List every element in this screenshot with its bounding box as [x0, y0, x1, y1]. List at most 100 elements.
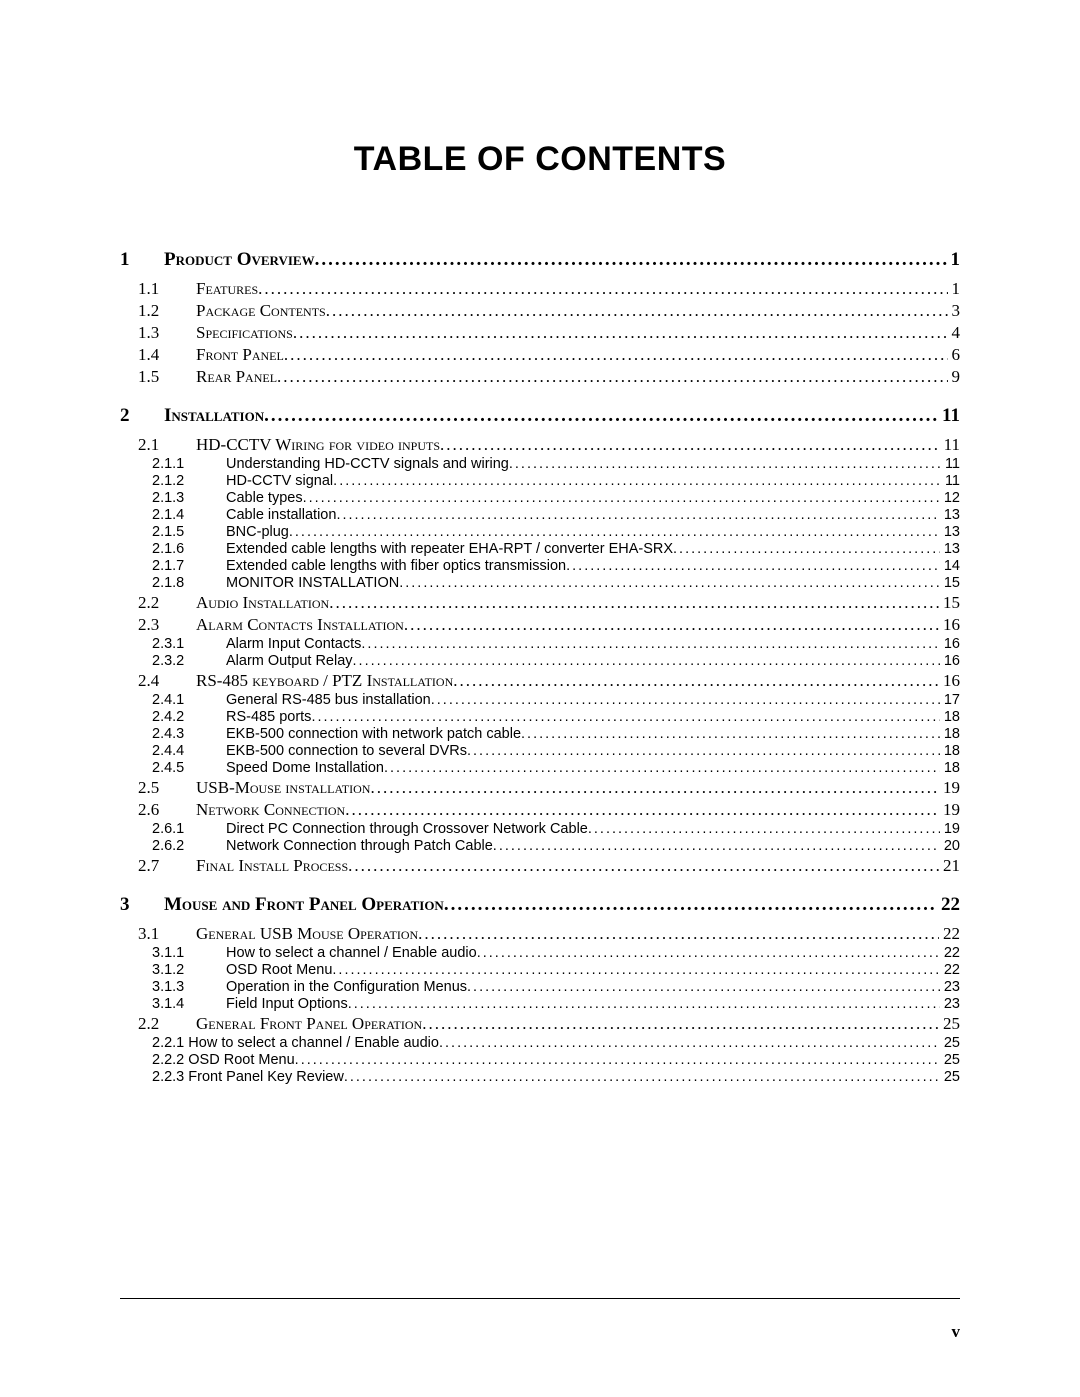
toc-entry-number: 1.2: [120, 301, 196, 321]
toc-entry-number: 2.6.2: [120, 838, 226, 854]
toc-entry-page: 6: [948, 345, 961, 365]
toc-leader: [521, 726, 940, 742]
toc-entry: 2.4RS-485 keyboard / PTZ Installation 16: [120, 671, 960, 691]
toc-entry-number: 3.1.1: [120, 945, 226, 961]
toc-leader: [431, 692, 940, 708]
toc-leader: [444, 894, 937, 916]
toc-entry: 2.4.4EKB-500 connection to several DVRs …: [120, 743, 960, 759]
toc-leader: [493, 838, 940, 854]
toc-entry-number: 2.6: [120, 800, 196, 820]
toc-entry-page: 4: [948, 323, 961, 343]
toc-entry: 1.4Front Panel 6: [120, 345, 960, 365]
page-number: v: [952, 1322, 961, 1342]
toc-entry-title: Operation in the Configuration Menus: [226, 979, 467, 995]
toc-entry: 2.2Audio Installation 15: [120, 593, 960, 613]
toc-leader: [467, 979, 940, 995]
toc-entry: 3.1General USB Mouse Operation 22: [120, 924, 960, 944]
toc-entry-title: Alarm Input Contacts: [226, 636, 361, 652]
toc-entry: 1.1Features 1: [120, 279, 960, 299]
toc-entry-page: 25: [940, 1052, 960, 1068]
toc-entry-title: HD-CCTV signal: [226, 473, 333, 489]
toc-entry: 1.5Rear Panel 9: [120, 367, 960, 387]
toc-leader: [311, 709, 939, 725]
toc-entry-number: 1.1: [120, 279, 196, 299]
toc-entry-number: 2.7: [120, 856, 196, 876]
toc-leader: [277, 367, 947, 387]
toc-entry: 3.1.2OSD Root Menu 22: [120, 962, 960, 978]
footer-rule: [120, 1298, 960, 1299]
toc-entry-title: Understanding HD-CCTV signals and wiring: [226, 456, 509, 472]
toc-leader: [336, 507, 939, 523]
toc-leader: [673, 541, 940, 557]
toc-entry: 1.3Specifications 4: [120, 323, 960, 343]
toc-entry-title: 2.2.2 OSD Root Menu: [120, 1052, 295, 1068]
toc-entry-title: General Front Panel Operation: [196, 1014, 422, 1034]
toc-entry: 2.1.7Extended cable lengths with fiber o…: [120, 558, 960, 574]
toc-entry: 2.4.1General RS-485 bus installation 17: [120, 692, 960, 708]
page-title: TABLE OF CONTENTS: [120, 140, 960, 179]
toc-entry-page: 11: [941, 456, 960, 472]
toc-entry-page: 18: [940, 726, 960, 742]
toc-leader: [353, 653, 940, 669]
toc-entry-page: 22: [937, 894, 960, 916]
toc-entry-title: Specifications: [196, 323, 293, 343]
toc-entry-page: 25: [940, 1069, 960, 1085]
toc-entry-title: Extended cable lengths with repeater EHA…: [226, 541, 673, 557]
toc-entry-page: 23: [940, 979, 960, 995]
toc-entry-page: 19: [939, 778, 960, 798]
toc-entry-title: EKB-500 connection to several DVRs: [226, 743, 467, 759]
toc-entry-number: 1.4: [120, 345, 196, 365]
toc-entry: 2.3.2Alarm Output Relay 16: [120, 653, 960, 669]
toc-entry-title: Product Overview: [164, 249, 315, 271]
toc-entry-title: Network Connection through Patch Cable: [226, 838, 493, 854]
toc-entry-number: 2.2: [120, 593, 196, 613]
toc-entry-number: 2.5: [120, 778, 196, 798]
toc-entry-page: 25: [939, 1014, 960, 1034]
toc-entry-title: Direct PC Connection through Crossover N…: [226, 821, 588, 837]
toc-entry-title: MONITOR INSTALLATION: [226, 575, 399, 591]
toc-entry: 2.3Alarm Contacts Installation 16: [120, 615, 960, 635]
toc-entry-page: 19: [939, 800, 960, 820]
toc-entry-number: 2.4.1: [120, 692, 226, 708]
toc-entry-number: 2.6.1: [120, 821, 226, 837]
toc-leader: [315, 249, 947, 271]
toc-leader: [333, 473, 941, 489]
toc-entry-page: 22: [940, 945, 960, 961]
toc-entry-page: 19: [940, 821, 960, 837]
toc-entry-page: 16: [939, 671, 960, 691]
toc-entry-number: 2.4.4: [120, 743, 226, 759]
toc-leader: [422, 1014, 939, 1034]
toc-entry-page: 9: [948, 367, 961, 387]
toc-entry-page: 15: [939, 593, 960, 613]
toc-leader: [344, 1069, 940, 1085]
toc-entry-number: 2.1.6: [120, 541, 226, 557]
toc-entry: 2.1HD-CCTV Wiring for video inputs 11: [120, 435, 960, 455]
toc-entry-title: OSD Root Menu: [226, 962, 332, 978]
toc-entry-number: 3.1: [120, 924, 196, 944]
toc-entry: 2Installation 11: [120, 405, 960, 427]
toc-entry-title: Cable installation: [226, 507, 336, 523]
toc-entry-title: RS-485 keyboard / PTZ Installation: [196, 671, 453, 691]
toc-entry-page: 22: [939, 924, 960, 944]
toc-entry-number: 2.4.2: [120, 709, 226, 725]
toc-entry: 2.1.8MONITOR INSTALLATION 15: [120, 575, 960, 591]
toc-leader: [418, 924, 939, 944]
toc-entry-title: Features: [196, 279, 258, 299]
toc-entry-page: 16: [939, 615, 960, 635]
toc-entry: 3Mouse and Front Panel Operation 22: [120, 894, 960, 916]
toc-entry-title: Alarm Contacts Installation: [196, 615, 404, 635]
toc-entry: 2.4.5Speed Dome Installation 18: [120, 760, 960, 776]
toc-entry-page: 22: [940, 962, 960, 978]
toc-leader: [293, 323, 948, 343]
toc-entry-title: Network Connection: [196, 800, 345, 820]
toc-leader: [303, 490, 940, 506]
toc-entry-number: 1.5: [120, 367, 196, 387]
toc-entry: 2.4.3EKB-500 connection with network pat…: [120, 726, 960, 742]
toc-entry-number: 2.1.4: [120, 507, 226, 523]
toc-entry-page: 13: [940, 524, 960, 540]
toc-entry-number: 2.4: [120, 671, 196, 691]
toc-entry-number: 3.1.2: [120, 962, 226, 978]
toc-entry-page: 17: [940, 692, 960, 708]
toc-entry-page: 14: [940, 558, 960, 574]
toc-entry: 2.2.3 Front Panel Key Review 25: [120, 1069, 960, 1085]
